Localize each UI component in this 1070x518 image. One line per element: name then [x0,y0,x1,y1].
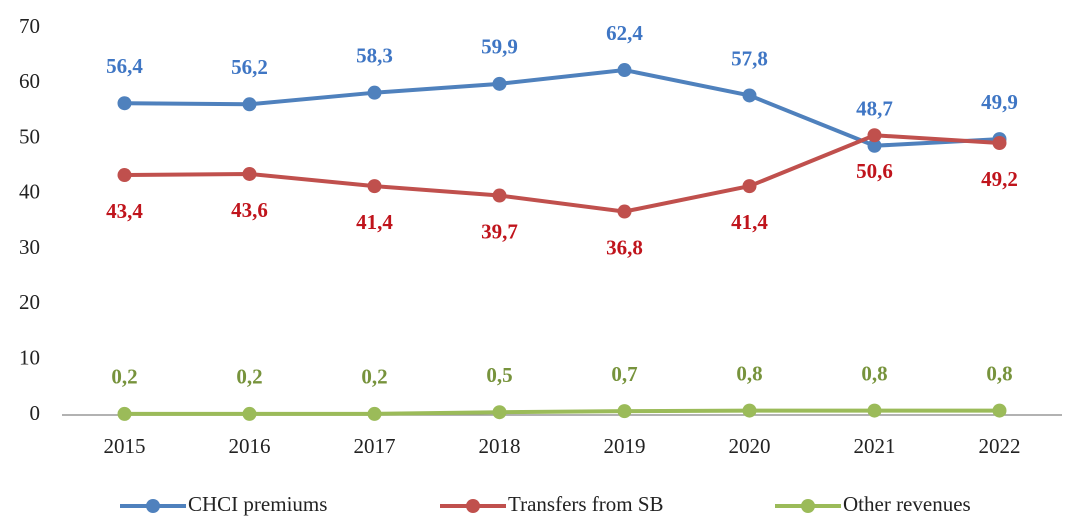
point [117,96,132,111]
point [367,406,382,421]
y-tick-label: 50 [19,124,40,148]
point [742,179,757,194]
legend-label: Transfers from SB [508,492,664,516]
point [867,403,882,418]
point [992,135,1007,150]
legend-marker [801,499,815,513]
y-tick-label: 0 [30,401,41,425]
data-label: 57,8 [731,46,768,70]
data-label: 0,8 [736,361,762,385]
data-label: 49,2 [981,167,1018,191]
point [117,406,132,421]
data-label: 48,7 [856,97,893,121]
point [867,128,882,143]
data-label: 0,8 [861,361,887,385]
point [492,405,507,420]
point [117,168,132,183]
x-tick-label: 2020 [729,434,771,458]
point [867,138,882,153]
point [742,88,757,103]
data-label: 49,9 [981,90,1018,114]
data-label: 56,4 [106,54,143,78]
point [617,404,632,419]
data-label: 62,4 [606,21,643,45]
x-tick-label: 2019 [604,434,646,458]
data-label: 0,8 [986,361,1012,385]
data-label: 43,4 [106,199,143,223]
data-label: 39,7 [481,219,518,243]
x-tick-label: 2022 [979,434,1021,458]
x-tick-label: 2015 [104,434,146,458]
data-label: 41,4 [356,210,393,234]
data-label: 0,2 [361,365,387,389]
data-label: 0,2 [111,365,137,389]
point [242,97,257,112]
x-tick-label: 2017 [354,434,396,458]
point [742,403,757,418]
data-label: 59,9 [481,35,518,59]
data-label: 36,8 [606,235,643,259]
y-tick-label: 30 [19,235,40,259]
point [242,166,257,181]
data-label: 0,2 [236,365,262,389]
point [492,76,507,91]
legend-marker [466,499,480,513]
point [617,204,632,219]
data-label: 43,6 [231,198,268,222]
series-line [124,408,1000,416]
y-tick-label: 60 [19,69,40,93]
y-tick-label: 20 [19,290,40,314]
x-tick-label: 2016 [229,434,271,458]
series-line [124,133,1000,214]
series-line [124,67,1000,148]
point [492,188,507,203]
data-label: 0,7 [611,362,637,386]
legend-marker [146,499,160,513]
data-label: 41,4 [731,210,768,234]
point [992,403,1007,418]
legend-label: Other revenues [843,492,971,516]
point [367,85,382,100]
point [367,179,382,194]
point [617,63,632,78]
y-tick-label: 10 [19,346,40,370]
y-tick-label: 70 [19,14,40,38]
legend-label: CHCI premiums [188,492,327,516]
point [242,406,257,421]
y-tick-label: 40 [19,180,40,204]
data-label: 58,3 [356,43,393,67]
x-tick-label: 2018 [479,434,521,458]
data-label: 56,2 [231,55,268,79]
x-tick-label: 2021 [854,434,896,458]
data-label: 50,6 [856,159,893,183]
data-label: 0,5 [486,363,512,387]
